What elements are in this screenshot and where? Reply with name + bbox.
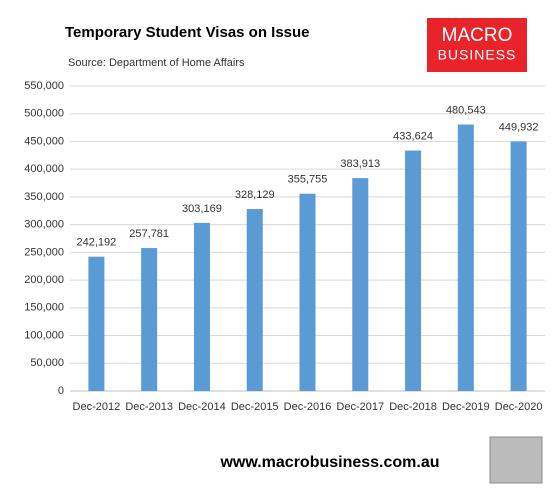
bar [405,150,422,391]
bar [299,193,316,391]
y-tick-label: 250,000 [24,246,64,258]
y-tick-label: 50,000 [30,357,64,369]
x-tick-label: Dec-2015 [231,401,279,413]
data-label: 449,932 [499,121,539,133]
bar [246,209,263,391]
data-label: 355,755 [288,174,328,186]
bar [457,124,474,392]
x-tick-label: Dec-2019 [442,401,490,413]
x-tick-label: Dec-2012 [73,401,121,413]
footer: www.macrobusiness.com.au [219,454,439,471]
bar [193,222,210,391]
data-label: 328,129 [235,189,275,201]
y-tick-label: 100,000 [24,329,64,341]
bar [510,141,527,391]
logo-text: BUSINESS [438,47,517,63]
bar [88,256,105,391]
x-tick-label: Dec-2020 [495,401,543,413]
x-tick-label: Dec-2013 [125,401,173,413]
y-tick-label: 300,000 [24,219,64,231]
x-tick-label: Dec-2016 [284,401,332,413]
bar [141,248,158,391]
y-tick-label: 450,000 [24,135,64,147]
y-tick-label: 350,000 [24,191,64,203]
data-label: 242,192 [77,237,117,249]
y-tick-label: 150,000 [24,302,64,314]
data-label: 303,169 [182,203,222,215]
bar [352,178,369,391]
data-label: 433,624 [393,130,433,142]
x-tick-label: Dec-2014 [178,401,226,413]
y-tick-label: 200,000 [24,274,64,286]
chart-title: Temporary Student Visas on Issue [65,24,310,41]
y-tick-label: 500,000 [24,108,64,120]
data-label: 480,543 [446,104,486,116]
chart-subtitle: Source: Department of Home Affairs [68,57,245,69]
data-label: 383,913 [340,158,380,170]
x-tick-label: Dec-2018 [389,401,437,413]
y-tick-label: 550,000 [24,80,64,92]
y-tick-label: 400,000 [24,163,64,175]
data-label: 257,781 [129,228,169,240]
x-tick-label: Dec-2017 [336,401,384,413]
y-tick-label: 0 [58,385,64,397]
logo-text: MACRO [442,25,513,46]
logo-box [427,18,527,72]
logo-image [489,436,543,484]
